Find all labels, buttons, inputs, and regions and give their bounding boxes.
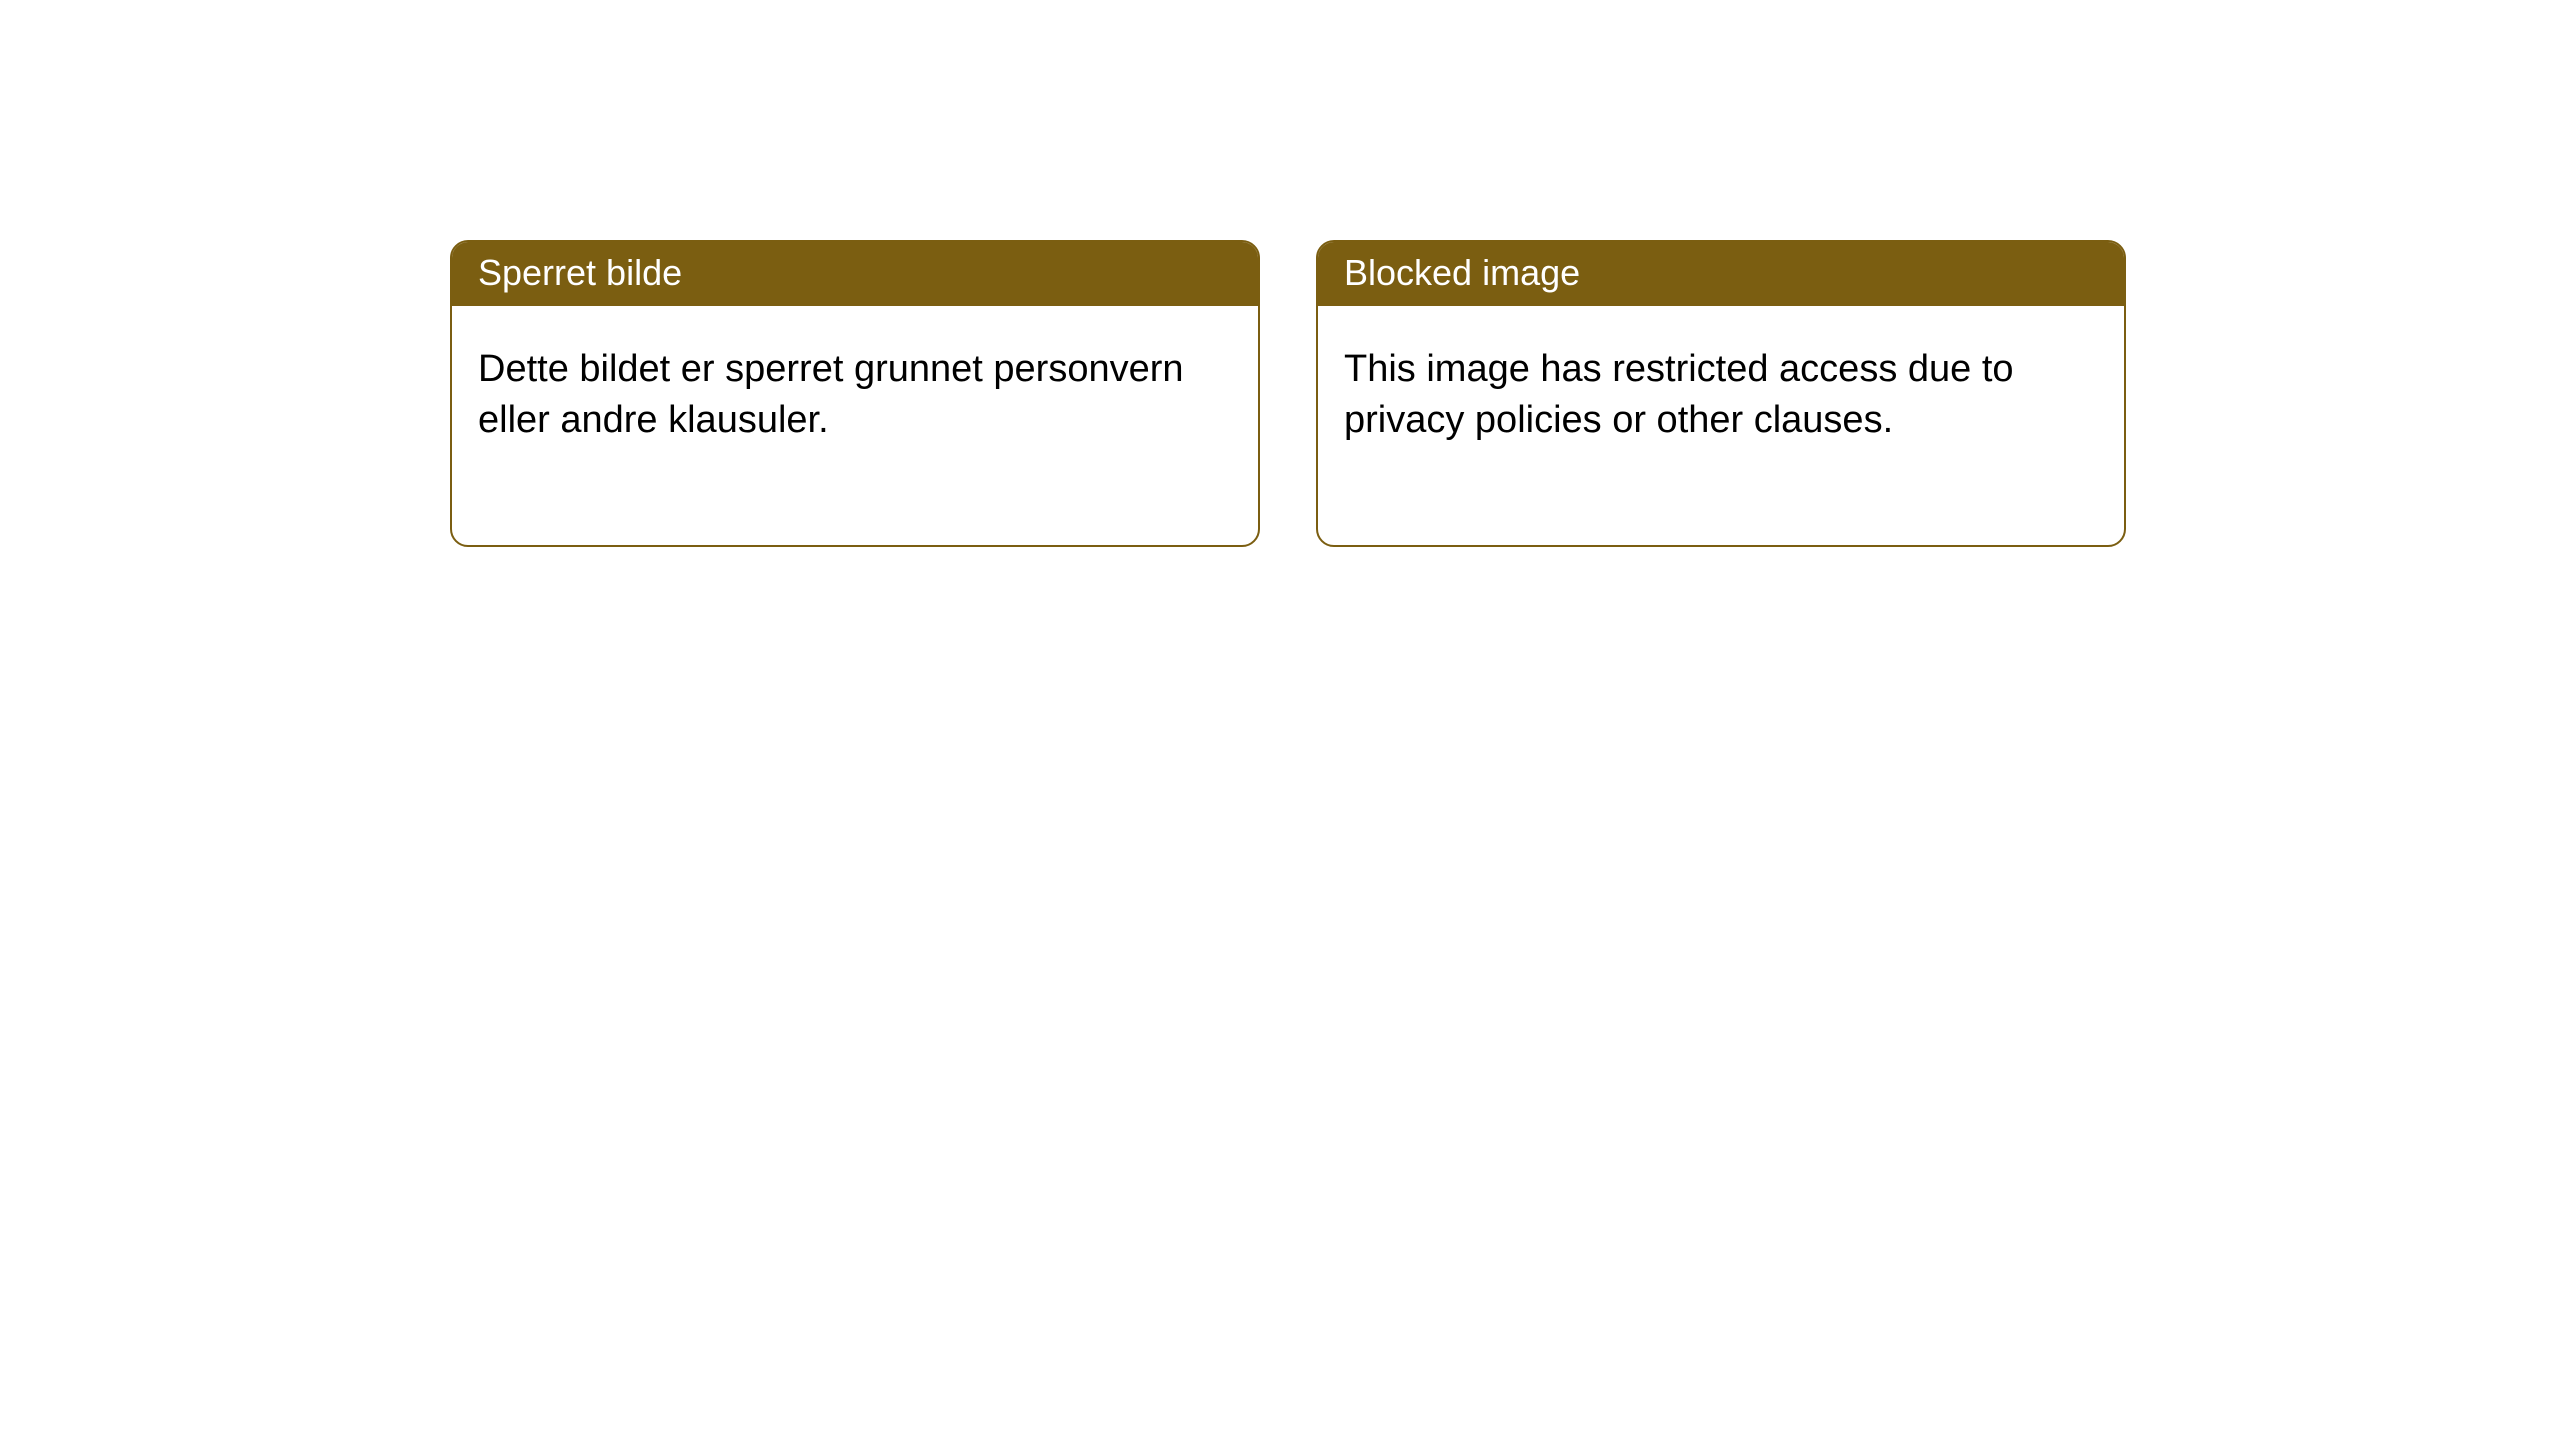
- card-body-text-en: This image has restricted access due to …: [1344, 348, 2014, 441]
- notice-card-no: Sperret bilde Dette bildet er sperret gr…: [450, 240, 1260, 547]
- card-body-text-no: Dette bildet er sperret grunnet personve…: [478, 348, 1184, 441]
- card-title-en: Blocked image: [1344, 252, 1580, 293]
- card-title-no: Sperret bilde: [478, 252, 682, 293]
- card-header-en: Blocked image: [1318, 242, 2124, 306]
- card-body-no: Dette bildet er sperret grunnet personve…: [452, 306, 1258, 545]
- card-body-en: This image has restricted access due to …: [1318, 306, 2124, 545]
- card-header-no: Sperret bilde: [452, 242, 1258, 306]
- cards-container: Sperret bilde Dette bildet er sperret gr…: [450, 240, 2560, 547]
- notice-card-en: Blocked image This image has restricted …: [1316, 240, 2126, 547]
